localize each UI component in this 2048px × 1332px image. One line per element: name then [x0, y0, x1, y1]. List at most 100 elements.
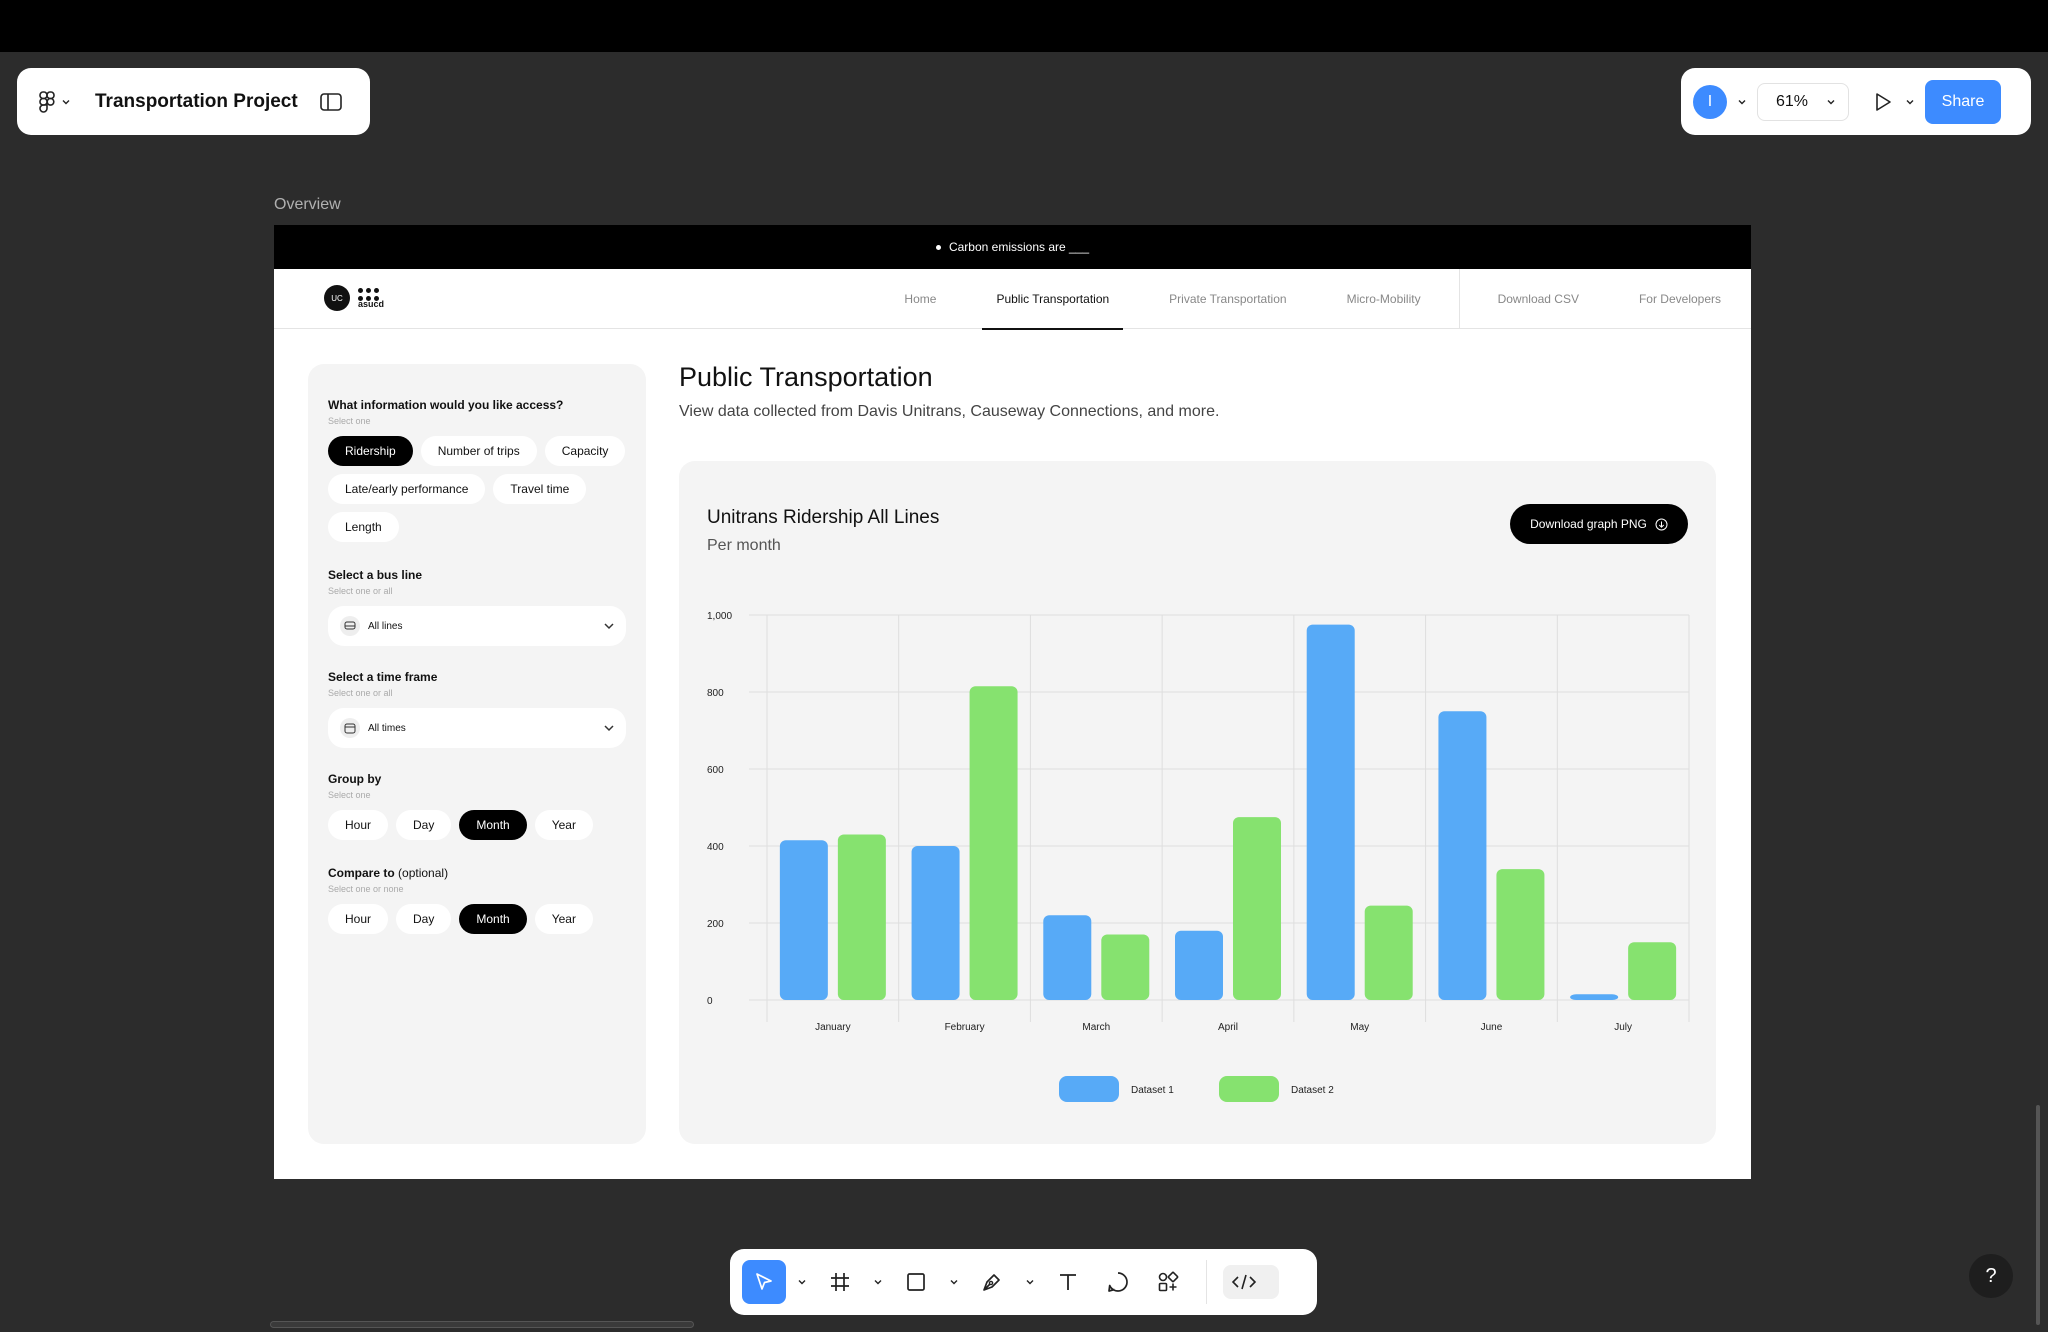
- bus-icon: [340, 616, 360, 636]
- pen-tool-button[interactable]: [970, 1260, 1014, 1304]
- brand-dots: [358, 287, 384, 301]
- bar: [1496, 869, 1545, 1000]
- time-frame-hint: Select one or all: [328, 688, 393, 698]
- project-title[interactable]: Transportation Project: [95, 90, 298, 112]
- x-tick-label: May: [1350, 1022, 1369, 1033]
- frame-label[interactable]: Overview: [274, 196, 341, 213]
- time-frame-question: Select a time frame: [328, 670, 438, 684]
- time-frame-value: All times: [368, 722, 406, 734]
- zoom-dropdown[interactable]: 61%: [1757, 82, 1849, 121]
- compare-day[interactable]: Day: [396, 904, 452, 934]
- code-icon: [1231, 1274, 1257, 1290]
- bullet-dot: [935, 244, 941, 250]
- nav-home[interactable]: Home: [904, 292, 937, 306]
- group-hour[interactable]: Hour: [328, 810, 389, 840]
- x-tick-label: March: [1082, 1022, 1110, 1033]
- bar: [1306, 624, 1355, 1000]
- vertical-scrollbar[interactable]: [2036, 1105, 2040, 1325]
- pen-tool-menu[interactable]: [1020, 1260, 1040, 1304]
- components-icon: [1158, 1271, 1179, 1292]
- chevron-down-icon: [62, 99, 70, 104]
- x-tick-label: July: [1614, 1022, 1632, 1033]
- nav-public-transportation[interactable]: Public Transportation: [966, 269, 1139, 330]
- window-top-strip: [0, 0, 2048, 52]
- y-tick-label: 600: [707, 765, 724, 776]
- brand-mark: asucd: [358, 287, 384, 309]
- legend-label: Dataset 2: [1291, 1085, 1334, 1096]
- y-tick-label: 800: [707, 688, 724, 699]
- compare-year[interactable]: Year: [534, 904, 593, 934]
- move-tool-button[interactable]: [742, 1260, 786, 1304]
- chip-length[interactable]: Length: [328, 512, 399, 542]
- play-icon[interactable]: [1871, 90, 1895, 114]
- chart-subtitle: Per month: [707, 537, 781, 554]
- compare-chips: Hour Day Month Year: [328, 904, 626, 934]
- time-frame-select[interactable]: All times: [328, 708, 626, 748]
- chevron-down-icon: [874, 1280, 882, 1285]
- nav-divider: [1458, 269, 1460, 329]
- main-menu-button[interactable]: [39, 90, 71, 113]
- chevron-down-icon[interactable]: [1905, 97, 1915, 107]
- group-month[interactable]: Month: [459, 810, 527, 840]
- y-tick-label: 1,000: [707, 611, 732, 622]
- chip-number-of-trips[interactable]: Number of trips: [420, 436, 537, 466]
- chevron-down-icon: [1827, 99, 1835, 104]
- chip-travel-time[interactable]: Travel time: [493, 474, 587, 504]
- chip-ridership[interactable]: Ridership: [328, 436, 413, 466]
- group-by-chips: Hour Day Month Year: [328, 810, 626, 840]
- bar: [969, 686, 1018, 1000]
- announcement-banner: Carbon emissions are ___: [274, 225, 1751, 269]
- bar: [779, 840, 828, 1000]
- chevron-down-icon: [604, 623, 614, 630]
- chevron-down-icon: [604, 725, 614, 732]
- bus-line-select[interactable]: All lines: [328, 606, 626, 646]
- shape-tool-button[interactable]: [894, 1260, 938, 1304]
- nav-private-transportation[interactable]: Private Transportation: [1169, 292, 1287, 306]
- move-tool-menu[interactable]: [792, 1260, 812, 1304]
- chip-late-early-performance[interactable]: Late/early performance: [328, 474, 486, 504]
- shape-tool-menu[interactable]: [944, 1260, 964, 1304]
- brand-logo[interactable]: UC asucd: [324, 285, 384, 311]
- download-graph-button[interactable]: Download graph PNG: [1510, 504, 1688, 544]
- bar: [1364, 905, 1413, 1000]
- bar: [1233, 817, 1281, 1000]
- bar: [1570, 994, 1619, 1000]
- nav-download-csv[interactable]: Download CSV: [1497, 292, 1579, 306]
- horizontal-scrollbar[interactable]: [270, 1321, 694, 1328]
- share-button[interactable]: Share: [1925, 79, 2001, 124]
- zoom-value: 61%: [1776, 92, 1809, 110]
- info-hint: Select one: [328, 416, 371, 426]
- sidebar-toggle-icon[interactable]: [319, 92, 342, 111]
- bar: [837, 834, 886, 1000]
- chevron-down-icon[interactable]: [1737, 97, 1747, 107]
- nav-for-developers[interactable]: For Developers: [1638, 292, 1721, 306]
- group-by-question: Group by: [328, 772, 382, 786]
- chevron-down-icon: [950, 1280, 958, 1285]
- group-year[interactable]: Year: [534, 810, 593, 840]
- frame-tool-menu[interactable]: [868, 1260, 888, 1304]
- brand-badge: UC: [324, 285, 350, 311]
- text-tool-button[interactable]: [1046, 1260, 1090, 1304]
- calendar-icon: [340, 718, 360, 738]
- nav-micro-mobility[interactable]: Micro-Mobility: [1346, 292, 1421, 306]
- comment-tool-button[interactable]: [1096, 1260, 1140, 1304]
- text-icon: [1060, 1274, 1076, 1290]
- cursor-icon: [756, 1273, 772, 1290]
- bar: [1043, 915, 1092, 1000]
- share-panel: I 61% Share: [1681, 68, 2031, 135]
- compare-hour[interactable]: Hour: [328, 904, 389, 934]
- compare-month[interactable]: Month: [459, 904, 527, 934]
- y-tick-label: 400: [707, 842, 724, 853]
- group-by-hint: Select one: [328, 790, 371, 800]
- dev-mode-toggle[interactable]: [1223, 1265, 1279, 1299]
- chip-capacity[interactable]: Capacity: [544, 436, 626, 466]
- frame-tool-button[interactable]: [818, 1260, 862, 1304]
- file-panel: Transportation Project: [17, 68, 370, 135]
- filter-sidebar: What information would you like access? …: [308, 364, 646, 1144]
- resources-tool-button[interactable]: [1146, 1260, 1190, 1304]
- avatar[interactable]: I: [1693, 84, 1727, 119]
- page-subtitle: View data collected from Davis Unitrans,…: [679, 403, 1220, 420]
- chevron-down-icon: [1026, 1280, 1034, 1285]
- group-day[interactable]: Day: [396, 810, 452, 840]
- help-button[interactable]: ?: [1969, 1254, 2013, 1298]
